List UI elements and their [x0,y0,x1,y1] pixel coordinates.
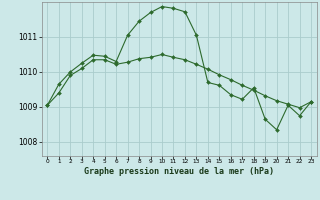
X-axis label: Graphe pression niveau de la mer (hPa): Graphe pression niveau de la mer (hPa) [84,167,274,176]
